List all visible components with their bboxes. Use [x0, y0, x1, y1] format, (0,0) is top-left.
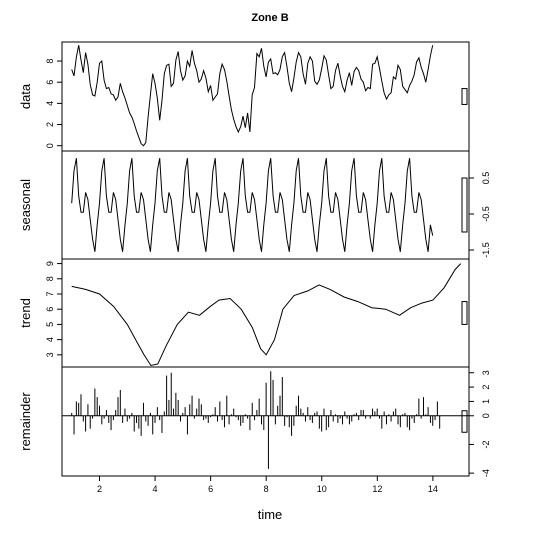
- y-tick-label: 0: [45, 143, 55, 148]
- y-tick-label: 4: [45, 101, 55, 106]
- x-axis: 2 4 6 8 10 12 14: [97, 476, 438, 494]
- y-tick-label: -1.5: [481, 242, 491, 258]
- scale-bar-remainder: [461, 410, 468, 433]
- y-tick-label: 8: [45, 276, 55, 281]
- series-line-data: [71, 45, 434, 147]
- panel-frame-trend: [61, 258, 470, 368]
- x-tick-label: 4: [153, 484, 158, 494]
- y-tick-label: 9: [45, 261, 55, 266]
- x-tick-label: 8: [264, 484, 269, 494]
- y-tick-label: 0.5: [481, 172, 491, 185]
- y-axis-label-data: data: [18, 83, 33, 109]
- panel-frame-data: [61, 41, 470, 152]
- y-axis-label-seasonal: seasonal: [18, 179, 33, 231]
- y-tick-label: 0: [481, 413, 491, 418]
- panel-trend: 3 4 5 6 7 8 9 trend: [18, 258, 470, 368]
- scale-bar-data: [461, 88, 468, 105]
- y-tick-label: 2: [45, 122, 55, 127]
- y-tick-label: -4: [481, 469, 491, 477]
- y-tick-label: 4: [45, 337, 55, 342]
- x-axis-label: time: [258, 507, 283, 522]
- y-tick-label: 1: [481, 399, 491, 404]
- y-tick-label: 3: [481, 370, 491, 375]
- y-tick-label: 6: [45, 307, 55, 312]
- chart-title: Zone B: [251, 12, 288, 24]
- y-tick-label: -0.5: [481, 206, 491, 222]
- y-axis-label-remainder: remainder: [18, 392, 33, 451]
- panels: 0 2 4 6 8 data -1.5 -0.5 0.5 seasonal 3 4 5 6 7 8 9 trend…: [18, 41, 491, 477]
- scale-bar-seasonal: [461, 177, 468, 233]
- y-tick-label: 2: [481, 385, 491, 390]
- y-tick-label: 5: [45, 322, 55, 327]
- x-tick-label: 14: [428, 484, 438, 494]
- panel-seasonal: -1.5 -0.5 0.5 seasonal: [18, 150, 491, 260]
- panel-frame-remainder: [61, 366, 470, 477]
- y-axis-label-trend: trend: [18, 298, 33, 328]
- y-tick-label: 7: [45, 291, 55, 296]
- series-line-seasonal: [71, 158, 434, 252]
- series-line-trend: [71, 263, 462, 367]
- y-tick-label: 3: [45, 352, 55, 357]
- x-tick-label: 6: [208, 484, 213, 494]
- panel-data: 0 2 4 6 8 data: [18, 41, 470, 152]
- y-tick-label: 8: [45, 59, 55, 64]
- x-tick-label: 10: [317, 484, 327, 494]
- y-tick-label: 6: [45, 80, 55, 85]
- scale-bar-trend: [461, 301, 468, 325]
- x-tick-label: 12: [372, 484, 382, 494]
- x-tick-label: 2: [97, 484, 102, 494]
- panel-remainder: -4 -2 0 1 2 3 remainder: [18, 366, 491, 477]
- y-tick-label: -2: [481, 440, 491, 448]
